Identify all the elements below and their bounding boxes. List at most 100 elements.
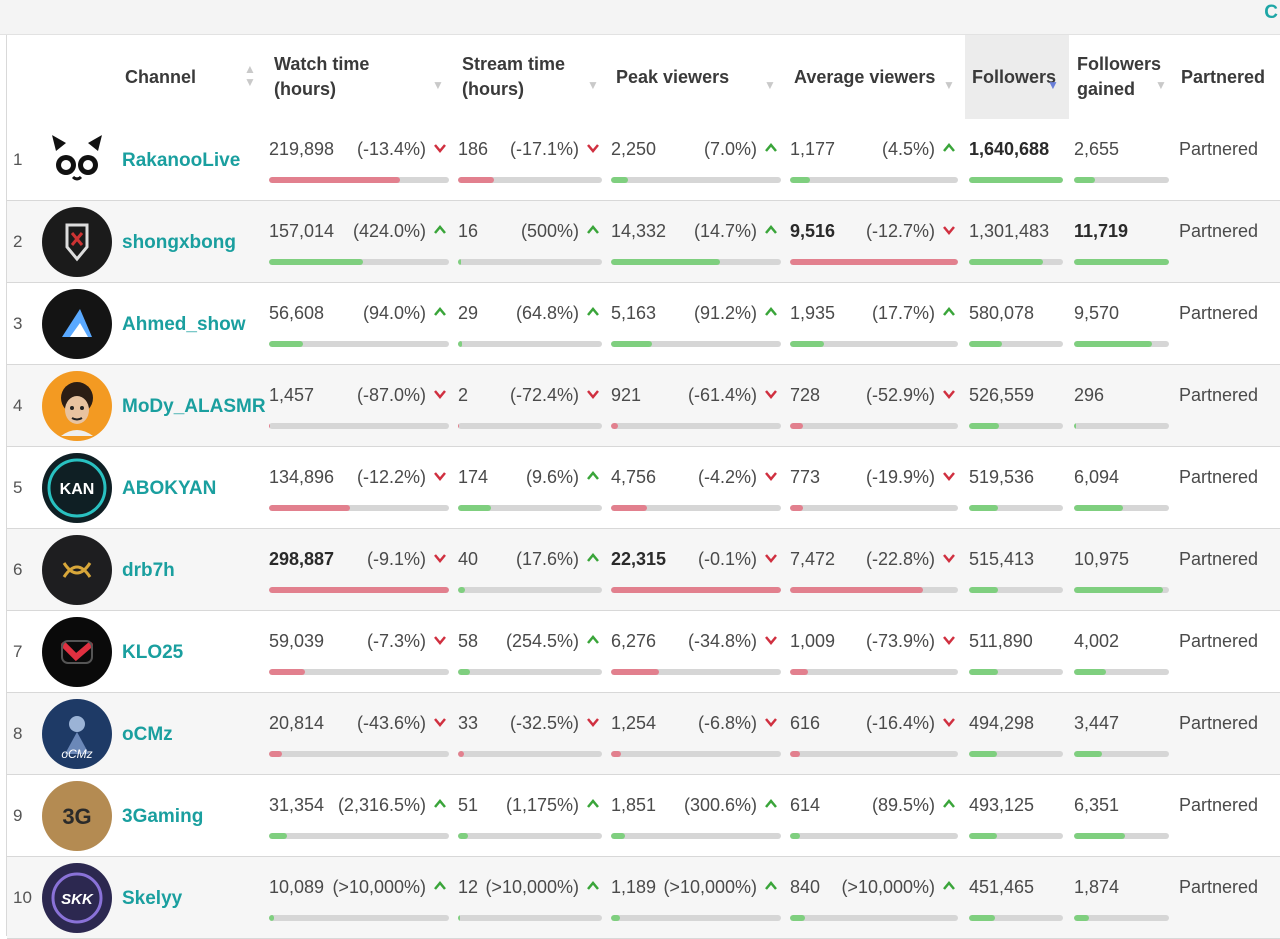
- followers-bar: [969, 177, 1063, 183]
- mountain-logo-avatar[interactable]: [42, 289, 112, 359]
- avg-change: (-52.9%): [865, 385, 935, 405]
- gold-emblem-avatar[interactable]: [42, 535, 112, 605]
- cartoon-face-avatar[interactable]: [42, 371, 112, 441]
- toolbar-partial-glyph[interactable]: C: [1264, 2, 1278, 23]
- peak-change: (>10,000%): [663, 877, 757, 897]
- panda-face-avatar[interactable]: [42, 125, 112, 195]
- watch-value: 219,898: [269, 139, 335, 159]
- followers-bar-fill: [969, 423, 999, 429]
- red-logo-avatar[interactable]: [42, 617, 112, 687]
- followers-cell: 580,078: [969, 283, 1065, 364]
- arrow-down-icon: [941, 386, 957, 402]
- arrow-up-icon: [941, 140, 957, 156]
- table-row: 7 KLO25 59,039 (-7.3%) 58 (254.5%) 6,276 (-34.8…: [7, 611, 1280, 693]
- skk-logo-avatar[interactable]: SKK: [42, 863, 112, 933]
- svg-text:oCMz: oCMz: [61, 747, 92, 761]
- peak-value: 6,276: [611, 631, 657, 651]
- arrow-up-icon: [432, 796, 448, 812]
- followers-gained-bar: [1074, 833, 1169, 839]
- arrow-down-icon: [941, 632, 957, 648]
- avg-bar-fill: [790, 423, 803, 429]
- avg-cell: 616 (-16.4%): [790, 693, 958, 774]
- peak-change: (-61.4%): [687, 385, 757, 405]
- channel-link[interactable]: 3Gaming: [122, 806, 204, 827]
- header-average-viewers[interactable]: Average viewers ▼: [794, 35, 964, 119]
- stream-value: 29: [458, 303, 479, 323]
- followers-cell: 526,559: [969, 365, 1065, 446]
- stream-bar: [458, 587, 602, 593]
- header-partnered[interactable]: Partnered: [1181, 66, 1266, 87]
- header-stream-time[interactable]: Stream time (hours) ▼: [462, 54, 599, 99]
- 3g-logo-avatar[interactable]: 3G: [42, 781, 112, 851]
- watch-bar-fill: [269, 259, 363, 265]
- table-row: 2 shongxbong 157,014 (424.0%) 16 (500%) 14,332…: [7, 201, 1280, 283]
- watch-cell: 10,089 (>10,000%): [269, 857, 449, 938]
- partnered-status: Partnered: [1179, 795, 1259, 815]
- watch-bar: [269, 505, 449, 511]
- followers-bar: [969, 915, 1063, 921]
- table-row: 5 KAN ABOKYAN 134,896 (-12.2%) 174 (9.6%) 4,756…: [7, 447, 1280, 529]
- header-peak-viewers[interactable]: Peak viewers ▼: [616, 35, 786, 119]
- stream-value: 16: [458, 221, 479, 241]
- channel-link[interactable]: RakanooLive: [122, 150, 241, 171]
- channel-link[interactable]: KLO25: [122, 642, 184, 663]
- peak-change: (-34.8%): [687, 631, 757, 651]
- followers-gained-bar: [1074, 915, 1169, 921]
- watch-cell: 157,014 (424.0%): [269, 201, 449, 282]
- followers-cell: 1,301,483: [969, 201, 1065, 282]
- followers-gained-value: 10,975: [1074, 549, 1130, 569]
- stream-cell: 51 (1,175%): [458, 775, 602, 856]
- arrow-down-icon: [585, 386, 601, 402]
- peak-bar-fill: [611, 505, 647, 511]
- shield-crest-avatar[interactable]: [42, 207, 112, 277]
- header-followers-gained[interactable]: Followers gained ▼: [1077, 54, 1167, 99]
- channel-link[interactable]: MoDy_ALASMR: [122, 396, 266, 417]
- stream-bar-fill: [458, 669, 470, 675]
- channel-link[interactable]: ABOKYAN: [122, 478, 217, 499]
- avg-change: (-19.9%): [865, 467, 935, 487]
- peak-bar: [611, 751, 781, 757]
- header-followers[interactable]: Followers ▼: [965, 35, 1069, 119]
- character-avatar[interactable]: oCMz: [42, 699, 112, 769]
- arrow-up-icon: [585, 468, 601, 484]
- avg-cell: 614 (89.5%): [790, 775, 958, 856]
- avg-bar-fill: [790, 505, 803, 511]
- channel-link[interactable]: Ahmed_show: [122, 314, 246, 335]
- partnered-status: Partnered: [1179, 467, 1259, 487]
- stream-change: (-17.1%): [509, 139, 579, 159]
- arrow-down-icon: [763, 550, 779, 566]
- peak-bar: [611, 587, 781, 593]
- stream-bar-fill: [458, 341, 462, 347]
- header-channel[interactable]: Channel ▲ ▼: [125, 62, 256, 89]
- peak-cell: 1,254 (-6.8%): [611, 693, 781, 774]
- channel-link[interactable]: Skelyy: [122, 888, 183, 909]
- stream-bar: [458, 423, 602, 429]
- stream-change: (500%): [520, 221, 579, 241]
- watch-change: (2,316.5%): [337, 795, 426, 815]
- stream-cell: 40 (17.6%): [458, 529, 602, 610]
- followers-gained-value: 296: [1074, 385, 1105, 405]
- peak-cell: 14,332 (14.7%): [611, 201, 781, 282]
- channel-link[interactable]: oCMz: [122, 724, 173, 745]
- watch-bar: [269, 915, 449, 921]
- table-row: 3 Ahmed_show 56,608 (94.0%) 29 (64.8%) 5,163 (9…: [7, 283, 1280, 365]
- table-row: 1 RakanooLive 219,898 (-13.4%) 186 (-17.1%) 2,…: [7, 119, 1280, 201]
- sort-active-down-icon: ▼: [1047, 78, 1059, 92]
- header-watch-time[interactable]: Watch time (hours) ▼: [274, 54, 444, 99]
- followers-bar: [969, 587, 1063, 593]
- arrow-down-icon: [763, 714, 779, 730]
- table-row: 6 drb7h 298,887 (-9.1%) 40 (17.6%) 22,315 (-0.1…: [7, 529, 1280, 611]
- stream-change: (-72.4%): [509, 385, 579, 405]
- followers-value: 493,125: [969, 795, 1035, 815]
- rank-number: 5: [13, 478, 23, 497]
- kan-logo-avatar[interactable]: KAN: [42, 453, 112, 523]
- channel-link[interactable]: shongxbong: [122, 232, 236, 253]
- svg-text:KAN: KAN: [60, 481, 95, 498]
- watch-change: (-43.6%): [356, 713, 426, 733]
- rank-number: 4: [13, 396, 23, 415]
- followers-gained-bar-fill: [1074, 177, 1095, 183]
- followers-bar: [969, 259, 1063, 265]
- watch-bar-fill: [269, 505, 350, 511]
- followers-value: 1,640,688: [969, 139, 1050, 159]
- channel-link[interactable]: drb7h: [122, 560, 175, 581]
